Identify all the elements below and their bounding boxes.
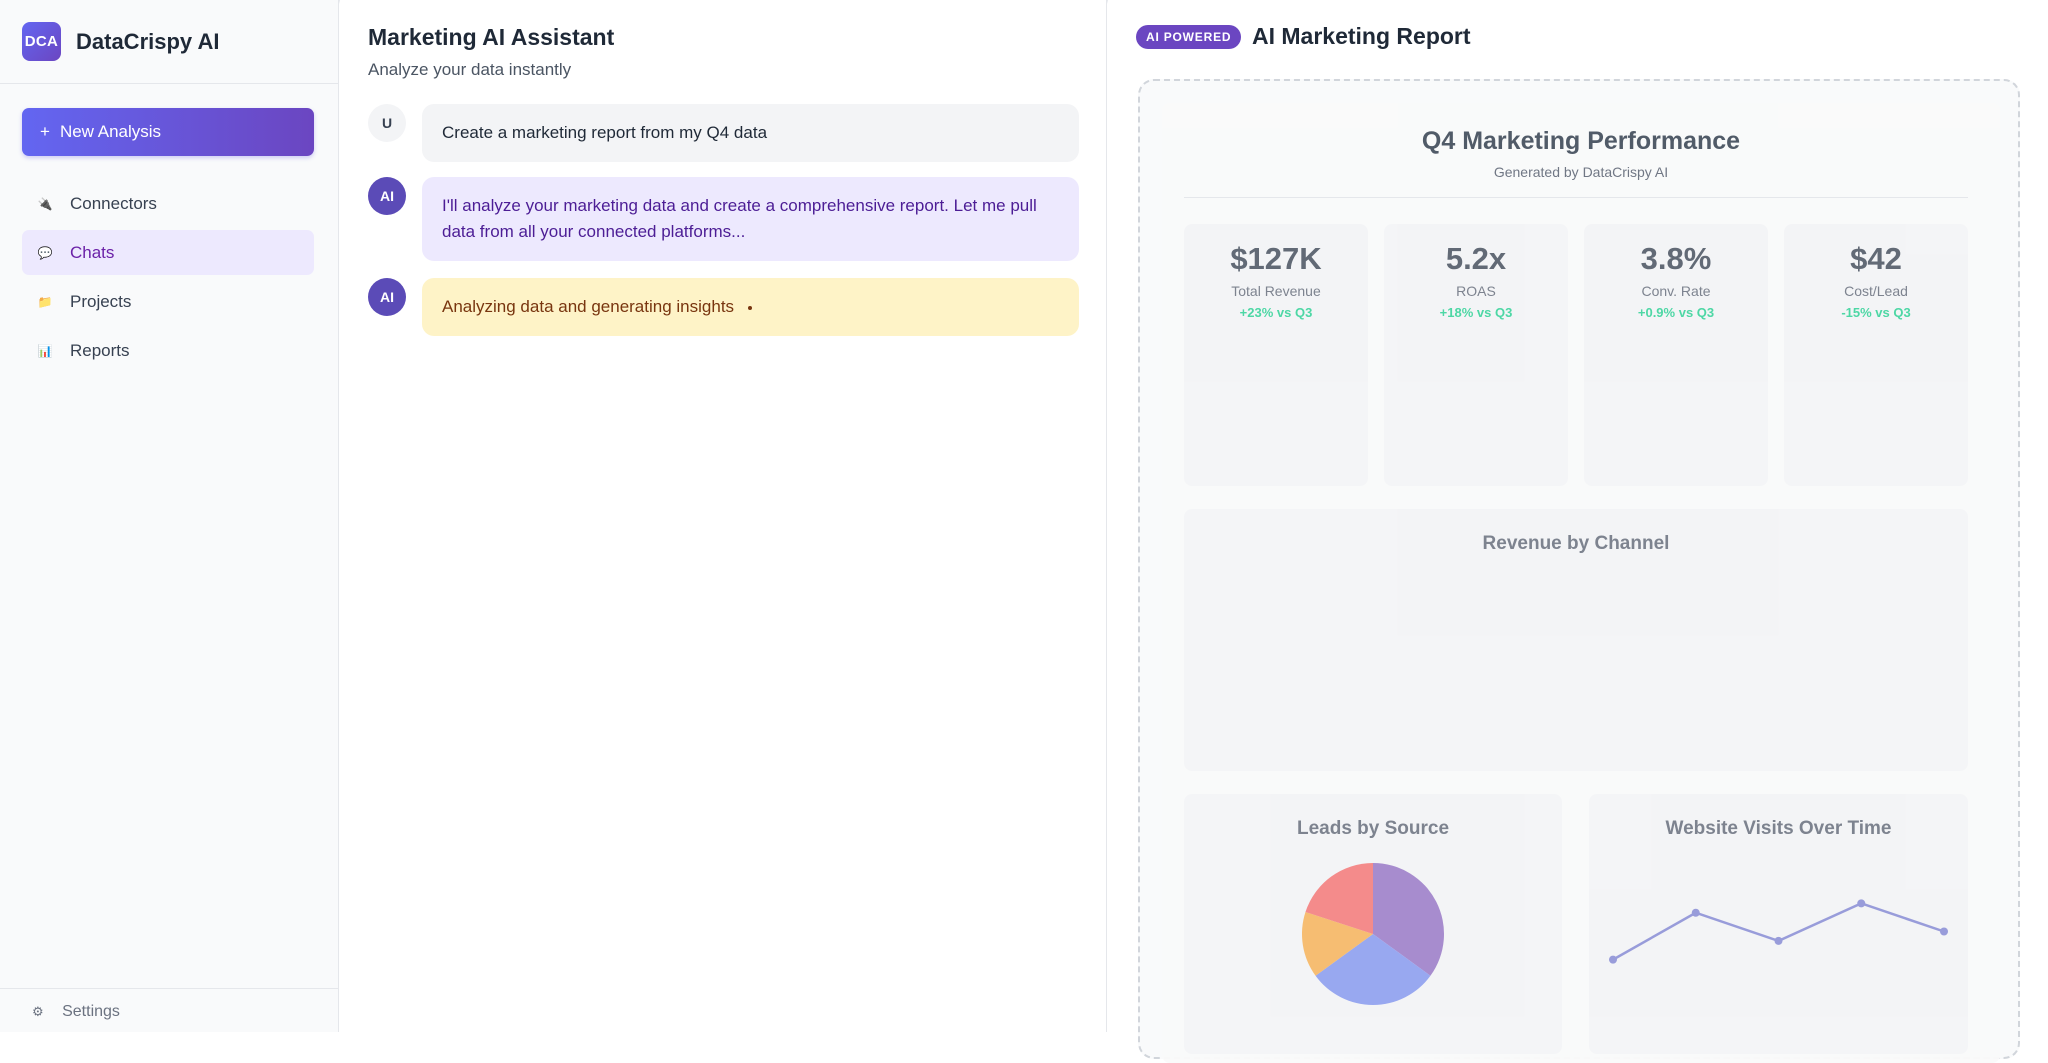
visits-point-2 (1774, 936, 1783, 945)
visits-point-0 (1609, 955, 1617, 964)
status-text: Analyzing data and generating insights (442, 297, 735, 316)
visits-line-chart (1609, 899, 1948, 964)
sidebar-item-chats[interactable]: 💬 Chats (22, 230, 314, 275)
folder-icon: 📁 (37, 294, 53, 309)
divider (1184, 197, 1968, 198)
document-subtitle: Generated by DataCrispy AI (1493, 164, 1669, 180)
kpi-value: 3.8% (1640, 241, 1712, 276)
kpi-card-conversion: 3.8% Conv. Rate +0.9% vs Q3 (1584, 224, 1768, 486)
visits-point-1 (1691, 908, 1700, 917)
revenue-by-channel-panel: Revenue by Channel (1184, 509, 1968, 771)
ai-avatar: AI (368, 177, 406, 215)
sidebar-item-reports[interactable]: 📊 Reports (22, 328, 314, 373)
kpi-value: $42 (1850, 241, 1902, 276)
leads-pie-chart (1302, 863, 1444, 1005)
sidebar-item-projects[interactable]: 📁 Projects (22, 279, 314, 324)
message-text: I'll analyze your marketing data and cre… (442, 196, 1037, 241)
website-visits-panel: Website Visits Over Time (1589, 794, 1968, 1054)
ai-powered-badge: AI POWERED (1136, 25, 1242, 49)
kpi-label: Total Revenue (1231, 283, 1321, 299)
report-title: AI Marketing Report (1252, 23, 1471, 49)
typing-dot-icon (748, 305, 753, 310)
kpi-delta: +18% vs Q3 (1439, 305, 1513, 320)
gear-icon: ⚙ (32, 1004, 44, 1019)
brand-header: DCA DataCrispy AI (0, 0, 338, 84)
pie-slice-1 (1315, 934, 1431, 1005)
sidebar-nav: 🔌 Connectors 💬 Chats 📁 Projects 📊 Reports (22, 181, 314, 377)
chat-message-status: AI Analyzing data and generating insight… (368, 278, 1079, 336)
kpi-label: Cost/Lead (1844, 283, 1908, 299)
new-analysis-label: New Analysis (59, 122, 162, 141)
ai-avatar: AI (368, 278, 406, 316)
sidebar-item-label: Reports (70, 340, 130, 360)
sidebar-item-label: Settings (62, 1003, 120, 1020)
leads-by-source-panel: Leads by Source (1184, 794, 1562, 1054)
plug-icon: 🔌 (37, 196, 53, 211)
message-text: Create a marketing report from my Q4 dat… (442, 123, 768, 142)
chat-subtitle: Analyze your data instantly (368, 60, 572, 79)
panel-title: Website Visits Over Time (1665, 818, 1892, 839)
kpi-row: $127K Total Revenue +23% vs Q3 5.2x ROAS… (1184, 224, 1968, 486)
report-preview-frame: Q4 Marketing Performance Generated by Da… (1138, 79, 2020, 1063)
message-bubble: I'll analyze your marketing data and cre… (422, 177, 1079, 261)
visits-point-3 (1857, 899, 1866, 908)
kpi-delta: -15% vs Q3 (1841, 305, 1911, 320)
bar-chart-icon: 📊 (37, 343, 53, 358)
report-pane: AI POWERED AI Marketing Report Q4 Market… (1108, 0, 2048, 1063)
chat-pane: Marketing AI Assistant Analyze your data… (340, 0, 1107, 1032)
report-document: Q4 Marketing Performance Generated by Da… (1162, 103, 2000, 1063)
visits-point-4 (1940, 927, 1948, 936)
chat-title: Marketing AI Assistant (368, 24, 615, 50)
sidebar-item-label: Chats (70, 242, 115, 262)
kpi-card-revenue: $127K Total Revenue +23% vs Q3 (1184, 224, 1368, 486)
kpi-card-roas: 5.2x ROAS +18% vs Q3 (1384, 224, 1568, 486)
visits-series-line (1612, 902, 1945, 961)
sidebar-item-settings[interactable]: ⚙ Settings (0, 988, 339, 1032)
plus-icon: + (40, 122, 50, 141)
chat-bubble-icon: 💬 (37, 245, 53, 260)
sidebar-item-label: Connectors (70, 193, 157, 213)
app-logo: DCA (22, 22, 61, 61)
kpi-value: $127K (1230, 241, 1322, 276)
user-avatar: U (368, 104, 406, 142)
chat-message-user: U Create a marketing report from my Q4 d… (368, 104, 1079, 162)
kpi-delta: +0.9% vs Q3 (1637, 305, 1715, 320)
brand-name: DataCrispy AI (76, 28, 220, 54)
sidebar: DCA DataCrispy AI + New Analysis 🔌 Connec… (0, 0, 339, 1032)
sidebar-item-connectors[interactable]: 🔌 Connectors (22, 181, 314, 226)
pie-slice-3 (1305, 863, 1373, 934)
kpi-label: Conv. Rate (1641, 283, 1711, 299)
pie-slice-0 (1373, 863, 1444, 976)
document-title: Q4 Marketing Performance (1421, 127, 1741, 155)
panel-title: Leads by Source (1296, 818, 1450, 839)
new-analysis-button[interactable]: + New Analysis (22, 108, 314, 156)
chat-message-ai: AI I'll analyze your marketing data and … (368, 177, 1079, 261)
kpi-value: 5.2x (1445, 241, 1507, 276)
message-bubble: Create a marketing report from my Q4 dat… (422, 104, 1079, 162)
sidebar-item-label: Projects (70, 291, 132, 311)
panel-title: Revenue by Channel (1482, 533, 1670, 554)
kpi-delta: +23% vs Q3 (1239, 305, 1313, 320)
kpi-label: ROAS (1456, 283, 1496, 299)
pie-slice-2 (1302, 912, 1373, 976)
kpi-card-cost-per-lead: $42 Cost/Lead -15% vs Q3 (1784, 224, 1968, 486)
status-bubble: Analyzing data and generating insights (422, 278, 1079, 336)
